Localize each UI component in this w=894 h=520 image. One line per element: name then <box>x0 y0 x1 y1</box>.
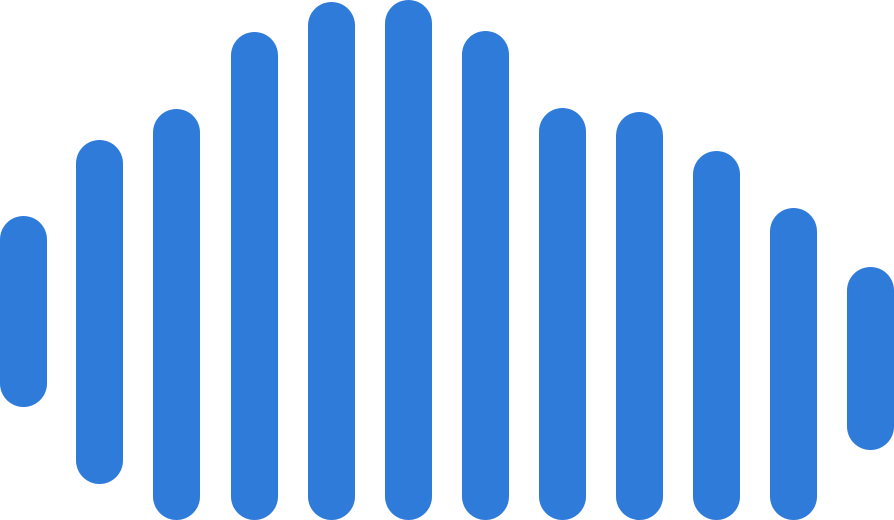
wave-bar <box>308 2 355 520</box>
wave-bar <box>693 151 740 520</box>
wave-bar <box>0 216 47 407</box>
wave-bar <box>462 31 509 520</box>
wave-bar <box>153 109 200 520</box>
wave-bar <box>231 32 278 520</box>
wave-bar <box>76 140 123 484</box>
wave-bar <box>539 108 586 520</box>
wave-bar <box>847 267 894 450</box>
wave-bar <box>385 0 432 520</box>
wave-bar <box>616 112 663 520</box>
wave-bar <box>770 208 817 520</box>
